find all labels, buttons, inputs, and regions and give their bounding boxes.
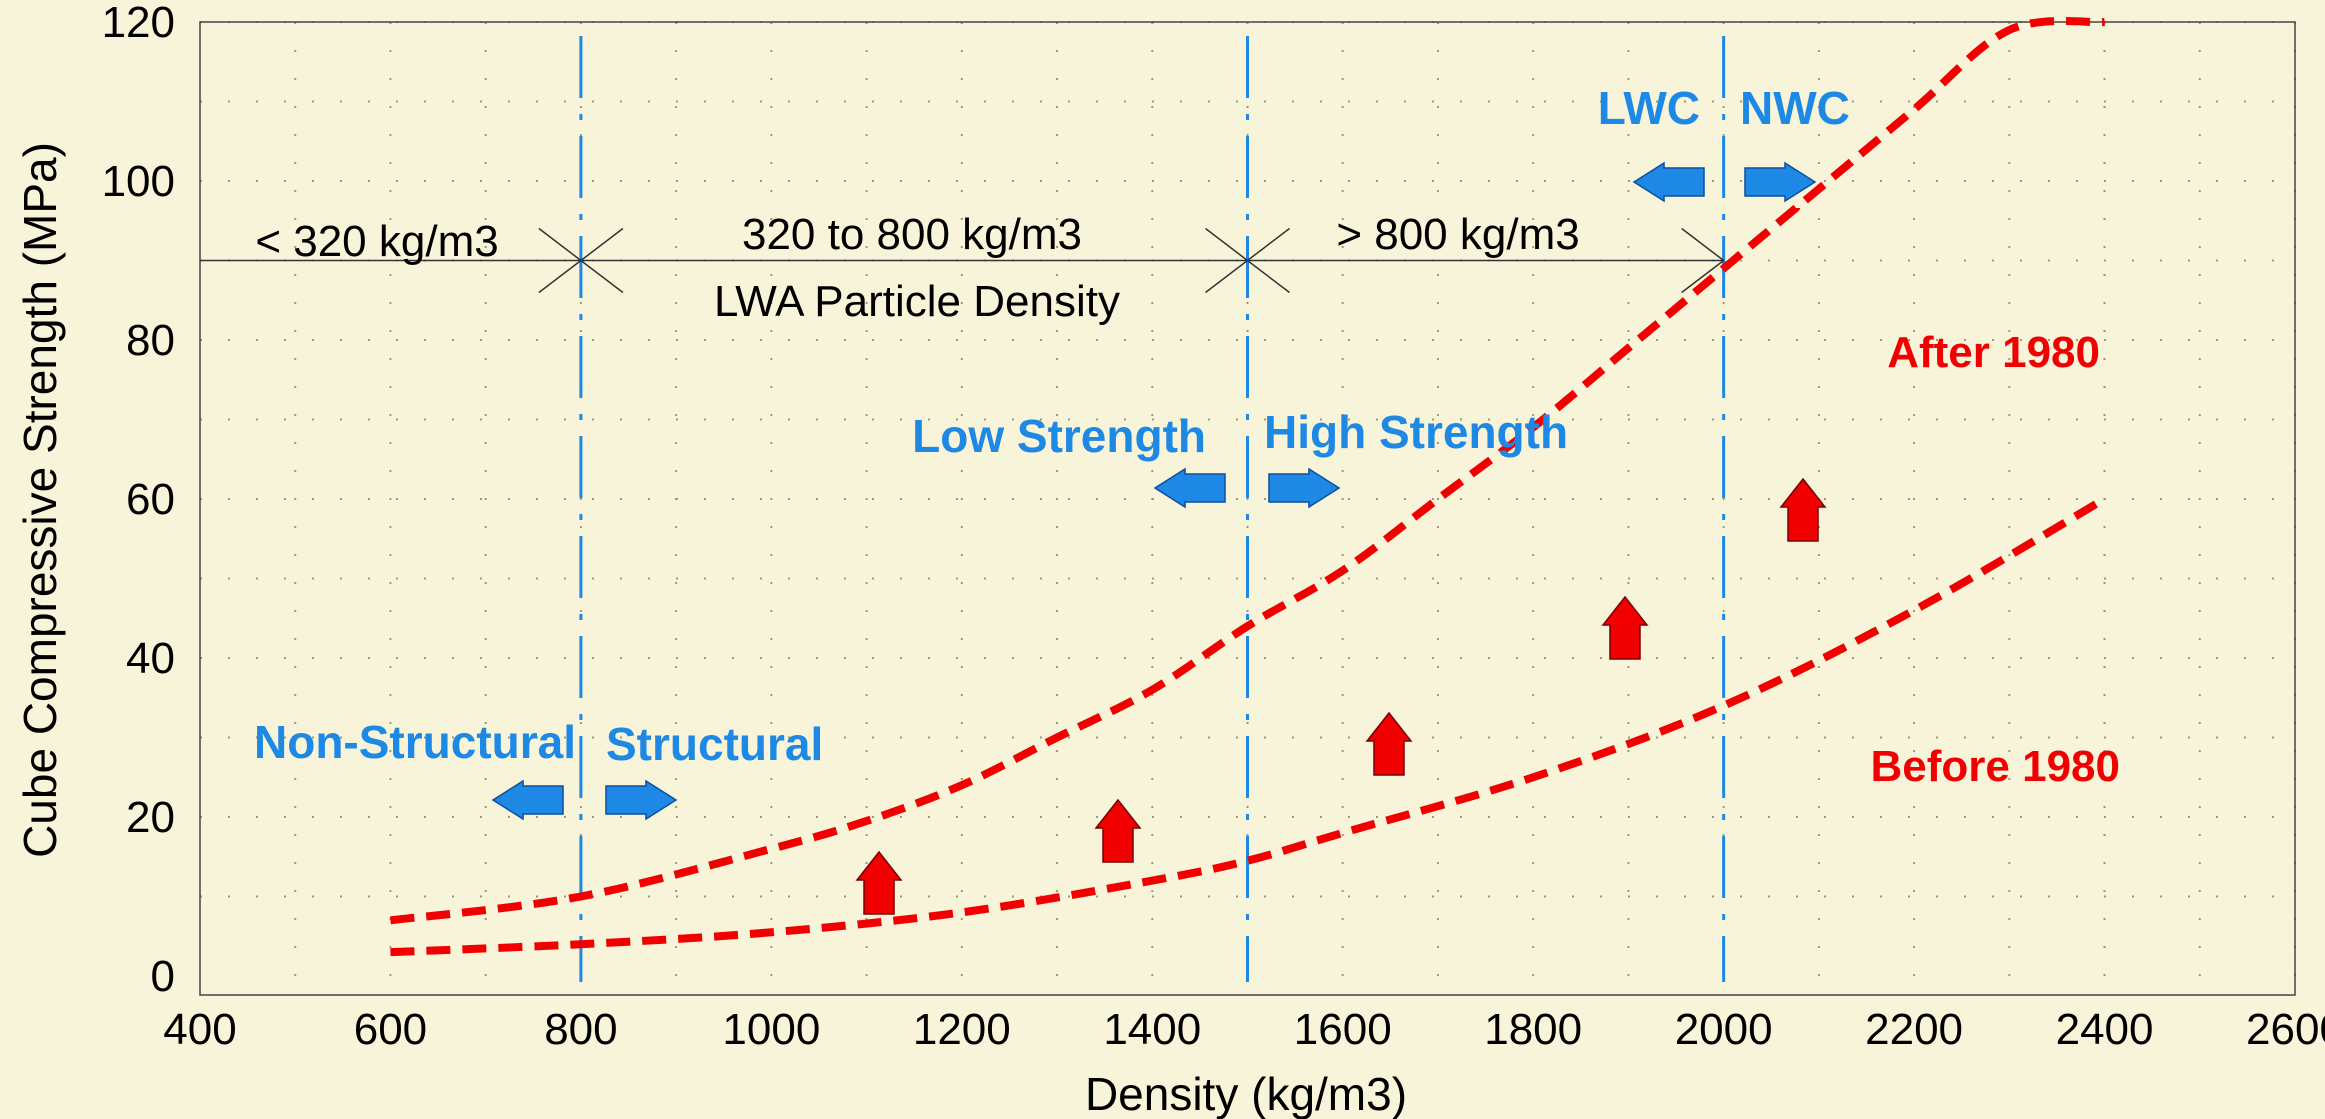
- x-tick-label: 1600: [1294, 1005, 1392, 1054]
- annotation-non-structural: Non-Structural: [254, 716, 576, 768]
- lwa-dimension-line: [200, 227, 1725, 294]
- up-arrow: [1365, 711, 1413, 776]
- up-arrow: [1779, 477, 1827, 542]
- series-label-after-1980: After 1980: [1887, 328, 2100, 377]
- dimension-tick: [1681, 259, 1725, 294]
- y-tick-label: 100: [102, 157, 175, 206]
- up-arrow: [855, 850, 903, 915]
- annotation-lwc: LWC: [1598, 82, 1700, 134]
- x-tick-label: 1200: [913, 1005, 1011, 1054]
- annotation-lwa-mid: 320 to 800 kg/m3: [742, 210, 1082, 259]
- annotation-lwa-more: > 800 kg/m3: [1336, 210, 1579, 259]
- vertical-divider-lines: [579, 36, 1726, 982]
- dimension-tick: [538, 227, 624, 294]
- y-tick-label: 20: [126, 793, 175, 842]
- series-line: [389, 17, 2105, 925]
- up-arrow: [1601, 595, 1649, 660]
- right-arrow: [1268, 467, 1341, 509]
- annotation-high-strength: High Strength: [1264, 406, 1568, 458]
- x-tick-label: 2400: [2056, 1005, 2154, 1054]
- x-tick-label: 1800: [1484, 1005, 1582, 1054]
- right-arrow: [605, 779, 678, 821]
- right-arrow: [1744, 161, 1817, 203]
- annotation-lwa-less: < 320 kg/m3: [255, 217, 498, 266]
- left-arrow: [491, 779, 564, 821]
- up-arrow: [1094, 798, 1142, 863]
- x-tick-label: 2200: [1865, 1005, 1963, 1054]
- series-label-before-1980: Before 1980: [1871, 742, 2120, 791]
- x-tick-label: 400: [163, 1005, 236, 1054]
- tick-labels: 400 600 800 1000 1200 1400 1600 1800 2000 2200 240…: [102, 0, 2325, 1054]
- left-arrow: [1632, 161, 1705, 203]
- x-tick-label: 1000: [722, 1005, 820, 1054]
- x-axis-title: Density (kg/m3): [1085, 1068, 1407, 1119]
- left-arrow: [1153, 467, 1226, 509]
- x-tick-label: 800: [544, 1005, 617, 1054]
- x-tick-label: 2000: [1675, 1005, 1773, 1054]
- dimension-tick: [1681, 227, 1725, 262]
- x-tick-label: 600: [354, 1005, 427, 1054]
- series-line: [390, 495, 2107, 957]
- arrow-markers: [491, 161, 1827, 915]
- annotation-structural: Structural: [606, 718, 823, 770]
- y-tick-label: 60: [126, 475, 175, 524]
- y-tick-label: 40: [126, 634, 175, 683]
- y-tick-label: 0: [151, 952, 175, 1001]
- dimension-tick: [1205, 227, 1290, 294]
- series-layer: [389, 17, 2107, 957]
- annotation-nwc: NWC: [1740, 82, 1850, 134]
- annotation-low-strength: Low Strength: [912, 410, 1206, 462]
- y-tick-label: 120: [102, 0, 175, 47]
- annotation-lwa-title: LWA Particle Density: [714, 277, 1120, 326]
- y-tick-label: 80: [126, 316, 175, 365]
- y-axis-title: Cube Compressive Strength (MPa): [14, 142, 66, 858]
- x-tick-label: 1400: [1103, 1005, 1201, 1054]
- plot-frame: [199, 21, 2296, 996]
